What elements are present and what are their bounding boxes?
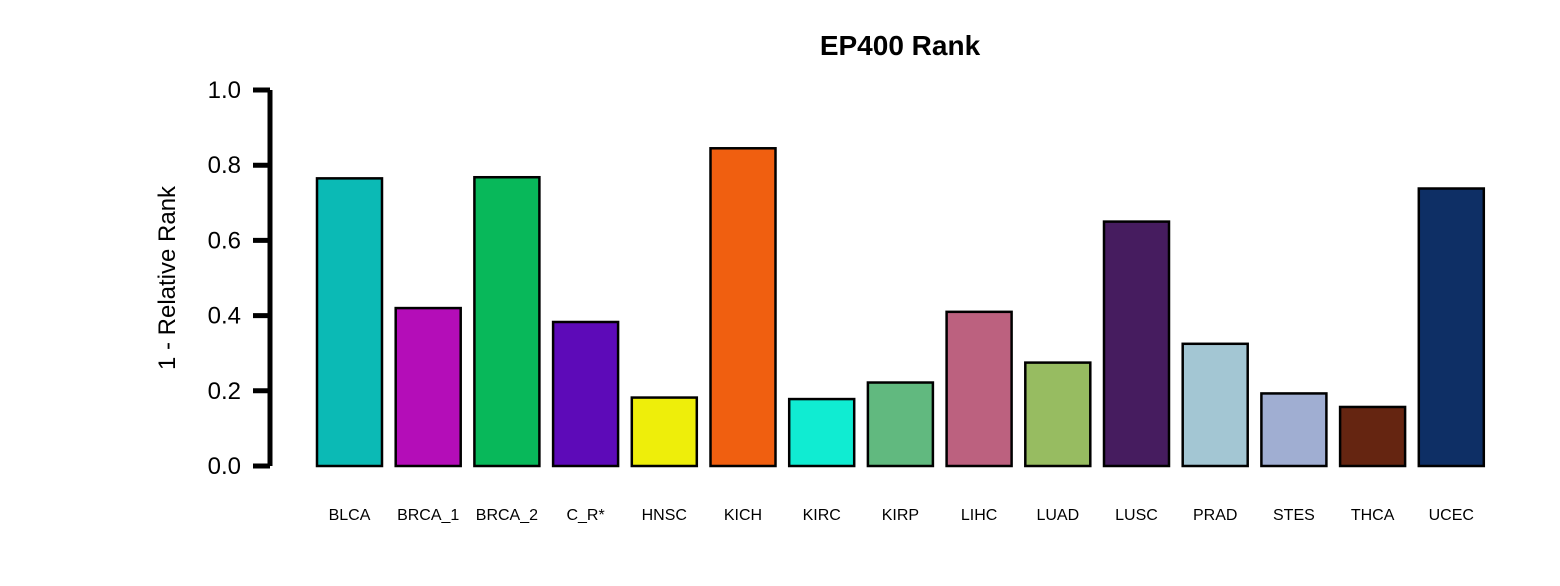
bar-blca — [315, 177, 384, 468]
bar-kirp — [866, 381, 935, 468]
bar-brca-2 — [473, 175, 541, 468]
x-tick-label: LUAD — [1036, 507, 1079, 524]
bar-stes — [1260, 392, 1328, 468]
bar-luad — [1024, 361, 1092, 468]
x-tick-label: LUSC — [1115, 507, 1158, 524]
y-tick-label: 1.0 — [208, 77, 241, 104]
bar-c-r- — [551, 320, 620, 468]
y-tick-label: 0.0 — [208, 453, 241, 480]
x-ticks: BLCA BRCA_1 BRCA_2 C_R* HNSC KICH KIRC KIRP LIHC… — [329, 507, 1474, 524]
x-tick-label: BLCA — [329, 507, 371, 524]
y-tick-label: 0.4 — [208, 303, 241, 330]
x-tick-label: KIRC — [803, 507, 841, 524]
bar-thca — [1338, 405, 1407, 468]
bar-lusc — [1102, 220, 1171, 468]
bar-ucec — [1417, 187, 1486, 468]
y-tick-label: 0.8 — [208, 152, 241, 179]
bar-prad — [1181, 342, 1249, 468]
x-tick-label: PRAD — [1193, 507, 1237, 524]
bar-hnsc — [630, 396, 699, 468]
bar-brca-1 — [394, 306, 462, 468]
x-tick-label: KIRP — [882, 507, 919, 524]
chart-title: EP400 Rank — [820, 30, 981, 61]
y-ticks: 0.0 0.2 0.4 0.6 0.8 1.0 — [208, 77, 270, 480]
bar-kich — [709, 147, 777, 468]
y-axis-label: 1 - Relative Rank — [154, 185, 181, 370]
y-tick-label: 0.6 — [208, 227, 241, 254]
x-tick-label: UCEC — [1429, 507, 1474, 524]
x-tick-label: HNSC — [642, 507, 687, 524]
bar-kirc — [787, 397, 856, 468]
bars — [315, 147, 1486, 468]
x-tick-label: BRCA_2 — [476, 507, 538, 524]
x-tick-label: THCA — [1351, 507, 1395, 524]
bar-lihc — [945, 310, 1013, 468]
x-tick-label: LIHC — [961, 507, 997, 524]
x-tick-label: BRCA_1 — [397, 507, 459, 524]
x-tick-label: KICH — [724, 507, 762, 524]
x-tick-label: STES — [1273, 507, 1315, 524]
x-tick-label: C_R* — [566, 507, 604, 524]
y-tick-label: 0.2 — [208, 378, 241, 405]
